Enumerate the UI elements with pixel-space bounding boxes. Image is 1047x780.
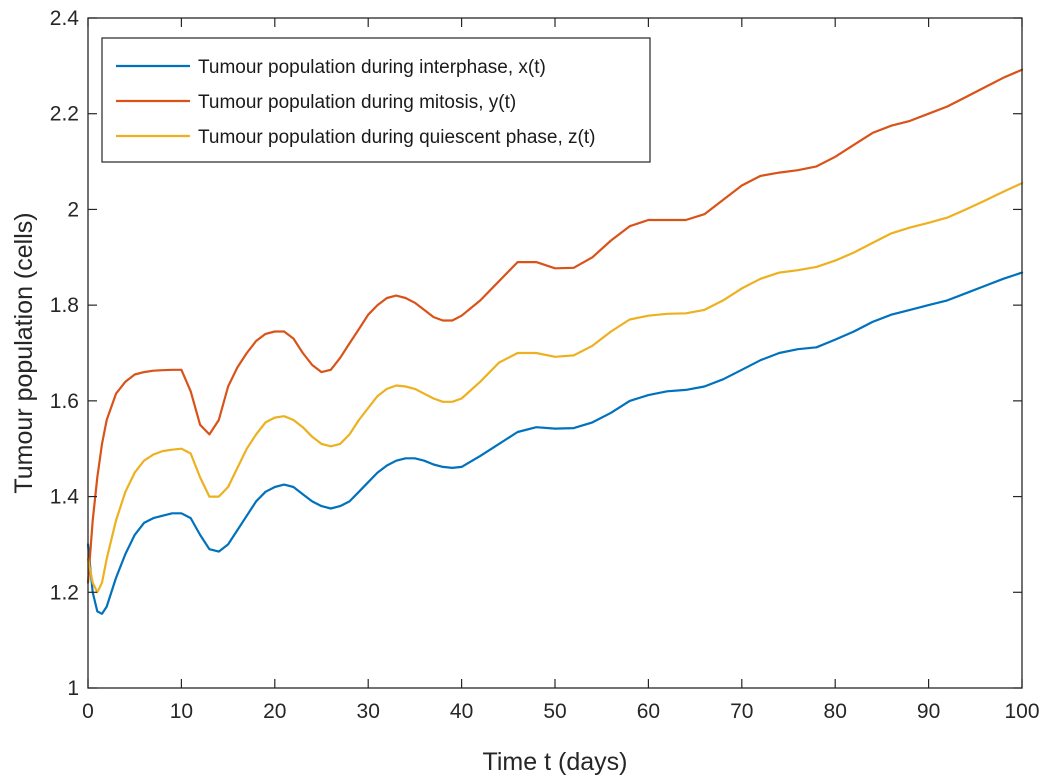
y-tick-label: 1.4 xyxy=(50,486,80,509)
x-tick-label: 70 xyxy=(730,700,753,723)
y-tick-label: 2.4 xyxy=(50,7,80,30)
y-tick-label: 1 xyxy=(67,677,79,700)
legend-label-2: Tumour population during mitosis, y(t) xyxy=(198,92,516,113)
y-tick-label: 1.2 xyxy=(50,581,79,604)
x-tick-label: 80 xyxy=(824,700,847,723)
x-tick-label: 10 xyxy=(170,700,193,723)
legend-label-3: Tumour population during quiescent phase… xyxy=(198,127,595,148)
x-tick-label: 100 xyxy=(1004,700,1039,723)
x-tick-label: 30 xyxy=(357,700,380,723)
y-axis-label: Tumour population (cells) xyxy=(10,212,38,493)
y-tick-label: 1.6 xyxy=(50,390,79,413)
x-tick-label: 40 xyxy=(450,700,473,723)
y-tick-label: 2.2 xyxy=(50,103,79,126)
x-tick-label: 90 xyxy=(917,700,940,723)
x-axis-label: Time t (days) xyxy=(483,748,628,776)
legend: Tumour population during interphase, x(t… xyxy=(101,37,651,163)
x-tick-label: 20 xyxy=(263,700,286,723)
series-line-2 xyxy=(86,68,1024,584)
x-tick-label: 60 xyxy=(637,700,660,723)
x-tick-label: 0 xyxy=(82,700,94,723)
y-tick-label: 1.8 xyxy=(50,294,79,317)
ticks-layer: 0 10 20 30 40 50 60 70 80 90 100 1 1.2 1.4 1.6 1.8 2 2.2 2… xyxy=(50,7,1040,723)
x-tick-label: 50 xyxy=(543,700,566,723)
series-line-1 xyxy=(86,271,1024,615)
legend-box xyxy=(101,37,651,163)
legend-label-1: Tumour population during interphase, x(t… xyxy=(198,57,546,78)
series-layer xyxy=(86,68,1024,615)
series-line-3 xyxy=(86,182,1024,594)
y-tick-label: 2 xyxy=(67,198,79,221)
